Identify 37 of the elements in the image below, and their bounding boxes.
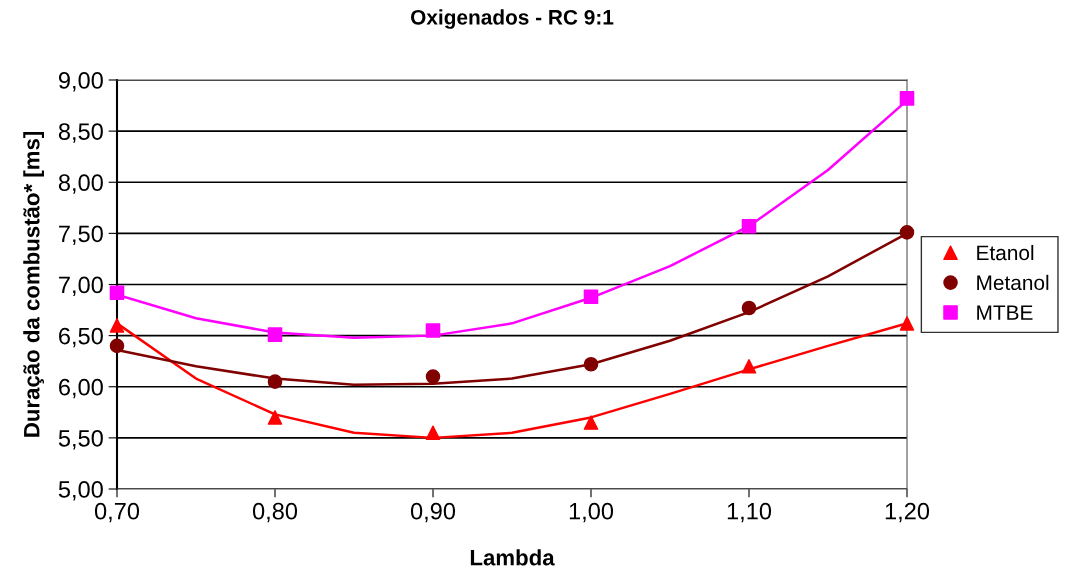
point bbox=[267, 374, 283, 389]
y-tick-label: 5,00 bbox=[58, 481, 103, 501]
legend-label: Etanol bbox=[977, 244, 1034, 261]
x-tick-label: 1,10 bbox=[727, 502, 772, 523]
y-tick-label: 7,50 bbox=[59, 225, 103, 245]
x-tick-label: 1,20 bbox=[885, 502, 930, 523]
point bbox=[267, 327, 283, 342]
point bbox=[899, 316, 915, 331]
x-tick-label: 0,80 bbox=[252, 502, 298, 523]
point bbox=[899, 91, 915, 106]
point bbox=[741, 359, 757, 374]
y-tick-label: 8,00 bbox=[58, 174, 103, 194]
point bbox=[425, 323, 441, 338]
x-tick-label: 0,90 bbox=[410, 502, 456, 523]
y-tick-label: 6,50 bbox=[59, 327, 103, 348]
y-axis-title: Duração da combustão* [ms] bbox=[23, 132, 44, 437]
point bbox=[425, 369, 441, 384]
legend-label: Metanol bbox=[977, 274, 1049, 291]
point bbox=[741, 300, 757, 316]
y-tick-label: 9,00 bbox=[58, 72, 103, 92]
legend-label: MTBE bbox=[977, 305, 1033, 320]
point bbox=[583, 289, 599, 305]
y-tick-label: 7,00 bbox=[59, 276, 103, 297]
point bbox=[899, 225, 915, 240]
point bbox=[741, 218, 757, 234]
point bbox=[583, 356, 599, 372]
x-tick-label: 1,00 bbox=[569, 502, 614, 523]
point bbox=[109, 318, 125, 333]
y-tick-label: 8,50 bbox=[58, 123, 103, 143]
x-axis-title: Lambda bbox=[470, 549, 555, 566]
x-tick-label: 0,70 bbox=[94, 502, 140, 523]
point bbox=[425, 425, 441, 441]
point bbox=[267, 410, 283, 425]
point bbox=[583, 415, 599, 430]
y-tick-label: 6,00 bbox=[59, 378, 103, 399]
y-tick-label: 5,50 bbox=[58, 429, 103, 450]
chart-title: Oxigenados - RC 9:1 bbox=[410, 9, 614, 29]
